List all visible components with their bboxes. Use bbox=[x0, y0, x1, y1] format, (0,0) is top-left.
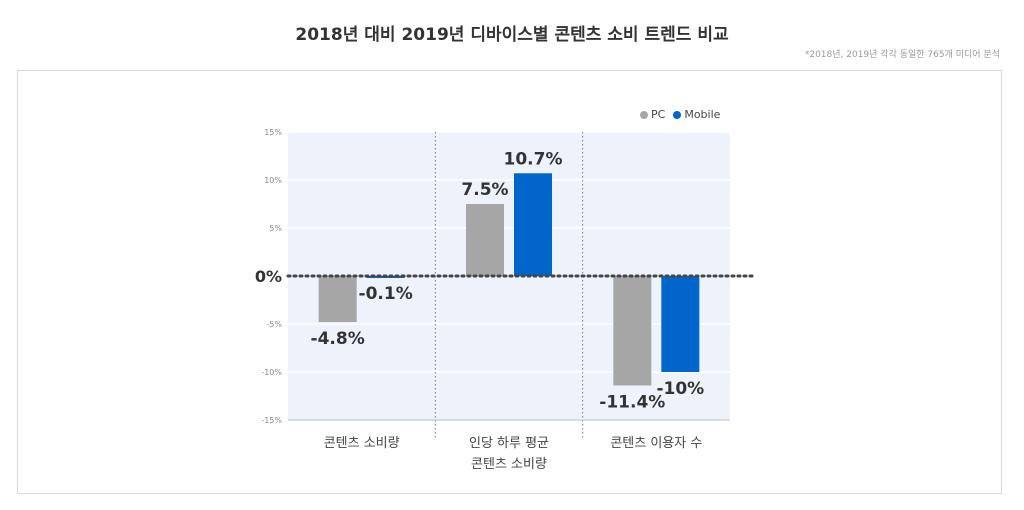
y-tick-label: -5% bbox=[266, 320, 282, 329]
bar-mobile bbox=[514, 173, 552, 276]
bar-value-label: -10% bbox=[656, 379, 704, 399]
y-tick-label: 15% bbox=[264, 128, 282, 137]
y-tick-label: 5% bbox=[269, 224, 282, 233]
bar-value-label: 10.7% bbox=[504, 149, 563, 169]
y-tick-label: 0% bbox=[255, 267, 282, 286]
chart-frame bbox=[17, 70, 1002, 494]
chart-title: 2018년 대비 2019년 디바이스별 콘텐츠 소비 트렌드 비교 bbox=[295, 25, 729, 45]
legend: PC Mobile bbox=[640, 108, 728, 121]
legend-swatch-mobile bbox=[673, 110, 682, 119]
y-tick-label: 10% bbox=[264, 176, 282, 185]
bar-pc bbox=[613, 276, 652, 386]
bar-pc bbox=[466, 204, 504, 276]
legend-item-pc: PC bbox=[640, 108, 665, 121]
bar-pc bbox=[318, 276, 357, 323]
bar-mobile bbox=[661, 276, 700, 372]
bar-value-label: -0.1% bbox=[359, 284, 413, 304]
legend-label-mobile: Mobile bbox=[684, 108, 721, 121]
bar-value-label: -11.4% bbox=[599, 392, 665, 412]
bar-value-label: 7.5% bbox=[461, 180, 508, 200]
x-category-label: 콘텐츠 이용자 수 bbox=[610, 436, 702, 451]
bar-value-label: -4.8% bbox=[311, 329, 365, 349]
x-category-label: 인당 하루 평균 bbox=[469, 436, 549, 451]
chart-footnote: *2018년, 2019년 각각 동일한 765개 미디어 분석 bbox=[804, 50, 1000, 60]
legend-label-pc: PC bbox=[651, 108, 666, 121]
y-tick-label: -10% bbox=[261, 368, 282, 377]
y-tick-label: -15% bbox=[261, 416, 282, 425]
legend-swatch-pc bbox=[640, 110, 648, 119]
legend-item-mobile: Mobile bbox=[673, 108, 720, 121]
x-category-label: 콘텐츠 소비량 bbox=[471, 457, 547, 472]
x-category-label: 콘텐츠 소비량 bbox=[324, 436, 400, 451]
